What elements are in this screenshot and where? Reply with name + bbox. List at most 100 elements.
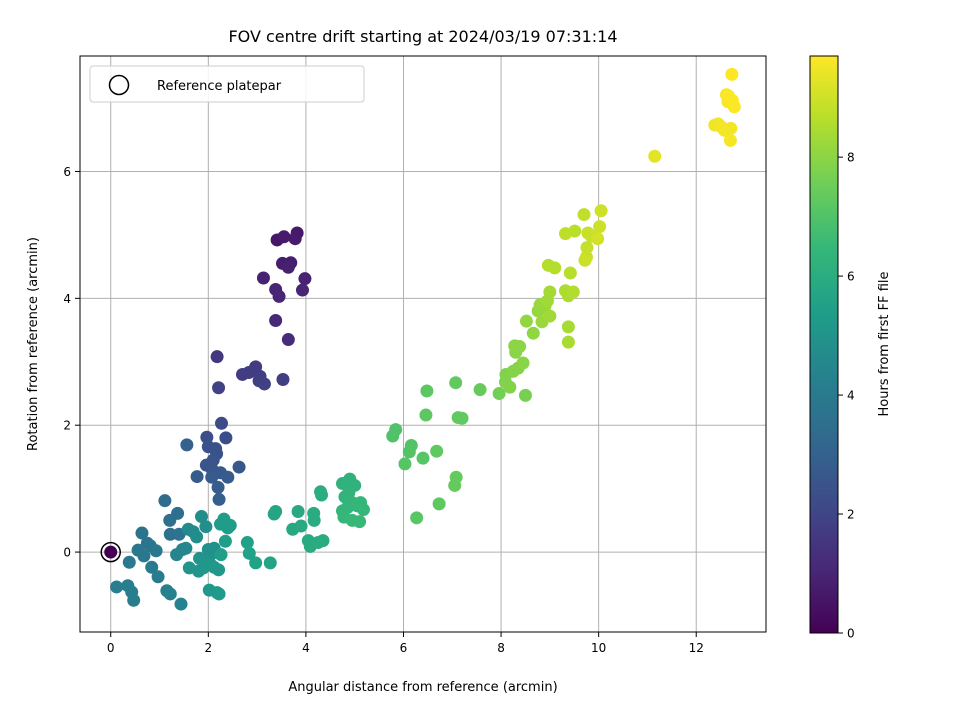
scatter-point [135,526,149,540]
scatter-point [288,232,302,246]
scatter-point [591,232,605,246]
scatter-point [389,423,403,437]
scatter-point [448,478,462,492]
scatter-point [492,386,506,400]
scatter-point [277,230,291,244]
scatter-point [151,570,165,584]
reference-point-marker [100,541,121,563]
colorbar-tick-label: 6 [847,270,855,284]
scatter-point [518,388,532,402]
scatter-point [257,377,271,391]
scatter-point [163,587,177,601]
scatter-point [137,549,151,563]
scatter-point [281,260,295,274]
scatter-point [179,541,193,555]
scatter-point [212,587,226,601]
scatter-point [240,536,254,550]
scatter-point [503,380,517,394]
scatter-point [249,556,263,570]
scatter-point [721,89,735,103]
scatter-point [473,383,487,397]
scatter-point [581,226,595,240]
plot-frame [79,55,767,633]
scatter-point [416,451,430,465]
scatter-point [263,556,277,570]
scatter-point [580,241,594,255]
scatter-point [194,510,208,524]
colorbar-label: Hours from first FF file [877,271,892,416]
scatter-point [122,555,136,569]
scatter-point [272,289,286,303]
colorbar-tick-label: 0 [847,627,855,641]
x-tick-label: 8 [497,641,505,655]
scatter-point [242,546,256,560]
scatter-point [594,204,608,218]
scatter-point [727,100,741,114]
x-tick-label: 12 [689,641,704,655]
scatter-point [543,309,557,323]
scatter-point [212,563,226,577]
scatter-point [593,220,607,234]
colorbar-ticks: 0 2 4 6 8 [838,151,855,641]
scatter-point [420,384,434,398]
scatter-point [210,350,224,364]
scatter-point [269,314,283,328]
scatter-point [526,326,540,340]
scatter-point [149,544,163,558]
scatter-point [316,534,330,548]
x-tick-label: 4 [302,641,310,655]
scatter-point [455,411,469,425]
x-tick-label: 6 [400,641,408,655]
scatter-point [110,580,124,594]
scatter-point [430,444,444,458]
scatter-point [235,367,249,381]
legend-entry-reference: Reference platepar [157,79,282,94]
scatter-point [558,227,572,241]
scatter-point [295,283,309,297]
colorbar [809,55,839,634]
scatter-point [353,515,367,529]
y-tick-label: 0 [63,546,71,560]
scatter-point [232,460,246,474]
scatter-point [566,285,580,299]
scatter-point [543,285,557,299]
y-axis-ticks: 0 2 4 6 [63,165,80,560]
scatter-point [211,480,225,494]
scatter-point [104,545,118,559]
scatter-point [190,470,204,484]
scatter-point [725,67,739,81]
scatter-point [315,488,329,502]
scatter-point [519,314,533,328]
scatter-point [356,503,370,517]
scatter-point [214,548,228,562]
scatter-point [577,208,591,222]
scatter-point [214,416,228,430]
scatter-point [307,513,321,527]
x-tick-label: 2 [204,641,212,655]
y-tick-label: 6 [63,165,71,179]
scatter-point [163,513,177,527]
scatter-point [432,497,446,511]
scatter-point [127,593,141,607]
scatter-point [419,408,433,422]
scatter-point [200,430,214,444]
scatter-point [513,340,527,354]
scatter-point [410,511,424,525]
y-tick-label: 4 [63,292,71,306]
grid [80,56,766,632]
scatter-point [256,271,270,285]
scatter-point [724,121,738,135]
scatter-point [205,470,219,484]
reference-point-group [100,541,121,563]
scatter-point [298,272,312,286]
legend-marker [108,74,130,96]
scatter-point [516,356,530,370]
scatter-point [294,519,308,533]
scatter-point [218,534,232,548]
scatter-point [548,261,562,275]
scatter-point [212,492,226,506]
scatter-point [402,445,416,459]
scatter-point [398,457,412,471]
scatter-point [219,431,233,445]
colorbar-tick-label: 8 [847,151,855,165]
